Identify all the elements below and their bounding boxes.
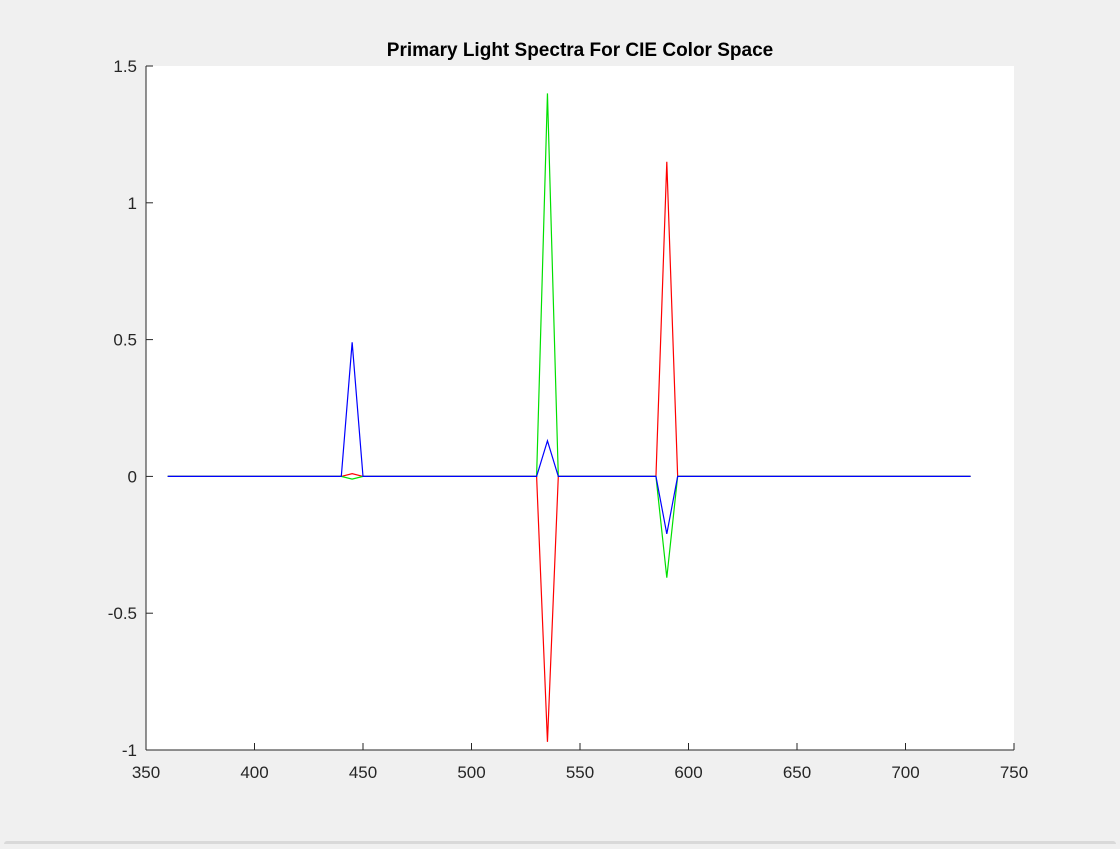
plot-area (146, 66, 1014, 750)
x-tick-label: 500 (457, 763, 485, 782)
x-tick-label: 700 (891, 763, 919, 782)
series-line-1 (167, 161, 971, 742)
y-tick-label: 0 (128, 467, 137, 486)
series-line-3 (167, 342, 971, 534)
x-tick-label: 750 (1000, 763, 1028, 782)
y-tick-label: -0.5 (108, 604, 137, 623)
x-tick-label: 550 (566, 763, 594, 782)
x-tick-label: 350 (132, 763, 160, 782)
y-tick-label: 1 (128, 194, 137, 213)
x-tick-label: 400 (240, 763, 268, 782)
series-layer (167, 93, 971, 742)
series-line-2 (167, 93, 971, 578)
window-bottom-edge (4, 841, 1116, 844)
y-tick-label: 0.5 (113, 331, 137, 350)
y-tick-label: -1 (122, 741, 137, 760)
chart-title: Primary Light Spectra For CIE Color Spac… (387, 40, 773, 61)
y-ticks: -1 -0.5 0 0.5 1 1.5 (108, 57, 153, 760)
x-ticks: 350 400 450 500 550 600 650 700 750 (132, 743, 1028, 782)
x-tick-label: 650 (783, 763, 811, 782)
x-tick-label: 450 (349, 763, 377, 782)
x-tick-label: 600 (674, 763, 702, 782)
y-tick-label: 1.5 (113, 57, 137, 76)
